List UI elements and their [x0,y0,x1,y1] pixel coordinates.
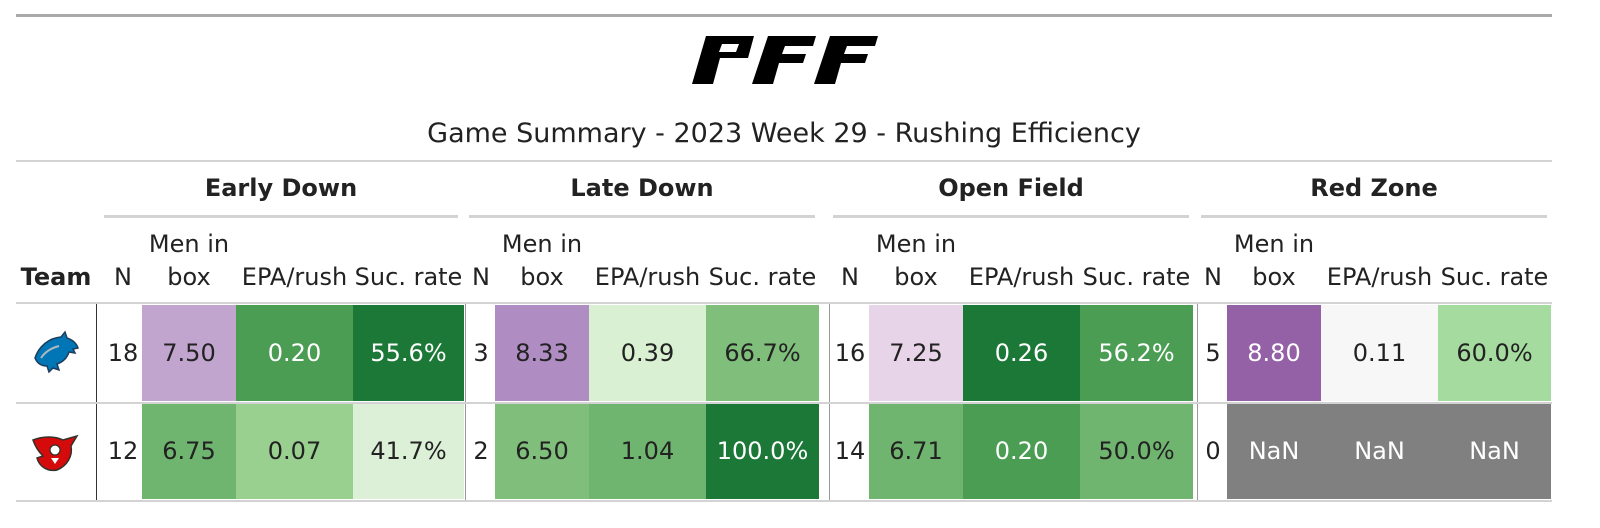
group-header: Open Field [833,174,1189,218]
table-cell: 18 [104,305,142,401]
table-cell: 6.75 [142,403,236,499]
table-cell: 0 [1199,403,1227,499]
column-header: Suc. rate [354,263,463,291]
group-header: Red Zone [1201,174,1547,218]
title-rule [16,160,1552,162]
table-cell: 6.71 [869,403,963,499]
table-cell: 8.80 [1227,305,1321,401]
column-header: Suc. rate [1082,263,1191,291]
table-cell: 0.20 [236,305,353,401]
table-cell: 6.50 [495,403,589,499]
tampa-bay-buccaneers-logo-icon [20,403,92,499]
chart-title: Game Summary - 2023 Week 29 - Rushing Ef… [427,118,1141,149]
table-cell: 0.07 [236,403,353,499]
table-cell: 56.2% [1080,305,1193,401]
group-header: Early Down [104,174,458,218]
table-cell: NaN [1321,403,1438,499]
detroit-lions-logo-icon [20,305,92,401]
table-cell: 1.04 [589,403,706,499]
column-header: N [1204,263,1222,291]
column-header: N [114,263,132,291]
column-header: Men in box [501,230,583,291]
table-cell: 14 [831,403,869,499]
column-header: Men in box [1233,230,1315,291]
bottom-rule [16,500,1552,502]
table-cell: NaN [1438,403,1551,499]
table-cell: 0.39 [589,305,706,401]
column-header: EPA/rush [1326,263,1433,291]
group-header: Late Down [469,174,815,218]
table-cell: 5 [1199,305,1227,401]
table-cell: 50.0% [1080,403,1193,499]
group-header-label: Early Down [204,174,358,202]
column-header: EPA/rush [594,263,701,291]
table-cell: 0.26 [963,305,1080,401]
column-header: EPA/rush [241,263,348,291]
column-header: Suc. rate [708,263,817,291]
column-header: EPA/rush [968,263,1075,291]
column-header-team: Team [20,263,92,291]
group-header-underline [104,215,458,218]
table-cell: 55.6% [353,305,464,401]
group-header-label: Late Down [570,174,714,202]
table-cell: 0.20 [963,403,1080,499]
column-header: Men in box [148,230,230,291]
table-cell: 66.7% [706,305,819,401]
group-header-label: Open Field [938,174,1084,202]
table-cell: 0.11 [1321,305,1438,401]
table-cell: 2 [467,403,495,499]
table-cell: 3 [467,305,495,401]
column-header: N [841,263,859,291]
row-divider [16,402,1552,404]
table-cell: 12 [104,403,142,499]
table-cell: 41.7% [353,403,464,499]
group-header-underline [1201,215,1547,218]
column-header: N [472,263,490,291]
table-cell: 60.0% [1438,305,1551,401]
column-header: Men in box [875,230,957,291]
table-cell: 7.25 [869,305,963,401]
table-cell: 8.33 [495,305,589,401]
table-cell: 100.0% [706,403,819,499]
column-header: Suc. rate [1440,263,1549,291]
header-rule [16,302,1552,304]
table-cell: NaN [1227,403,1321,499]
pff-logo [692,36,878,84]
table-cell: 7.50 [142,305,236,401]
group-header-underline [833,215,1189,218]
table-cell: 16 [831,305,869,401]
group-header-label: Red Zone [1310,174,1438,202]
group-header-underline [469,215,815,218]
top-rule [16,14,1552,17]
